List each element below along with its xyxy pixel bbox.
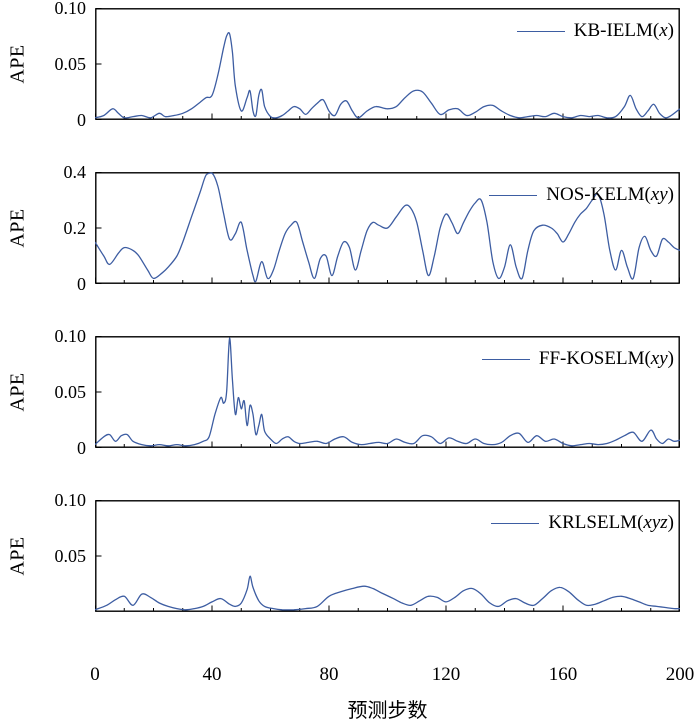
legend-label: KRLSELM(xyz) bbox=[548, 512, 674, 534]
legend-label: KB-IELM(x) bbox=[574, 20, 674, 42]
x-tick-label: 0 bbox=[90, 664, 100, 685]
axis-box bbox=[95, 500, 680, 612]
legend-label: NOS-KELM(xy) bbox=[546, 184, 674, 206]
x-tick-labels: 0 40 80 120 160 200 bbox=[0, 664, 700, 688]
legend-line-sample bbox=[481, 358, 530, 360]
y-tick-label: 0.05 bbox=[54, 54, 87, 74]
axis-box bbox=[95, 172, 680, 284]
subplot-kb-ielm: APE 0 0.05 0.10 KB-IELM(x) bbox=[0, 0, 700, 130]
y-tick-labels: 0.05 0.10 bbox=[0, 490, 87, 612]
legend-label-part: ) bbox=[667, 20, 674, 41]
x-tick-label: 160 bbox=[548, 664, 578, 685]
subplot-krlselm: APE 0.05 0.10 KRLSELM(xyz) bbox=[0, 490, 700, 612]
x-tick-label: 40 bbox=[202, 664, 222, 685]
legend-label-part: ) bbox=[667, 184, 674, 205]
x-axis-title: 预测步数 bbox=[347, 700, 428, 722]
series-line bbox=[95, 32, 680, 119]
y-tick-labels: 0 0.2 0.4 bbox=[0, 162, 87, 294]
legend-label-part: xyz bbox=[643, 512, 668, 533]
legend-label-part: xy bbox=[650, 348, 668, 369]
x-tick-label: 200 bbox=[665, 664, 695, 685]
y-tick-label: 0.10 bbox=[54, 326, 87, 346]
legend-label-part: x bbox=[659, 20, 668, 41]
legend-line-sample bbox=[491, 522, 540, 524]
series-line bbox=[95, 575, 680, 611]
y-tick-label: 0.05 bbox=[54, 382, 87, 402]
y-tick-labels: 0 0.05 0.10 bbox=[0, 326, 87, 458]
y-tick-label: 0.2 bbox=[63, 218, 87, 238]
y-tick-label: 0.4 bbox=[63, 162, 87, 182]
legend: KRLSELM(xyz) bbox=[491, 512, 674, 534]
subplot-nos-kelm: APE 0 0.2 0.4 NOS-KELM(xy) bbox=[0, 162, 700, 294]
axis-box bbox=[95, 8, 680, 120]
legend-line-sample bbox=[489, 194, 538, 196]
legend-label-part: ) bbox=[667, 512, 674, 533]
legend-label-part: KB-IELM( bbox=[573, 20, 660, 41]
legend-label: FF-KOSELM(xy) bbox=[539, 348, 674, 370]
y-tick-label: 0.05 bbox=[54, 546, 87, 566]
series-line bbox=[95, 172, 680, 283]
y-tick-label: 0.10 bbox=[54, 490, 87, 510]
legend: KB-IELM(x) bbox=[516, 20, 674, 42]
legend: NOS-KELM(xy) bbox=[489, 184, 674, 206]
y-tick-label: 0.10 bbox=[54, 0, 87, 18]
y-tick-label: 0 bbox=[77, 438, 86, 458]
y-tick-label: 0 bbox=[77, 110, 86, 130]
legend-label-part: NOS-KELM( bbox=[546, 184, 651, 205]
legend-label-part: FF-KOSELM( bbox=[538, 348, 651, 369]
x-tick-label: 120 bbox=[431, 664, 461, 685]
plot-area bbox=[95, 500, 680, 612]
subplot-ff-koselm: APE 0 0.05 0.10 FF-KOSELM(xy) bbox=[0, 326, 700, 458]
legend-label-part: KRLSELM( bbox=[548, 512, 644, 533]
legend: FF-KOSELM(xy) bbox=[481, 348, 674, 370]
legend-label-part: xy bbox=[650, 184, 668, 205]
series-line bbox=[95, 337, 680, 447]
plot-area bbox=[95, 8, 680, 120]
y-tick-label: 0 bbox=[77, 274, 86, 294]
legend-label-part: ) bbox=[667, 348, 674, 369]
x-tick-label: 80 bbox=[319, 664, 339, 685]
plot-area bbox=[95, 336, 680, 448]
legend-line-sample bbox=[516, 30, 565, 32]
axis-box bbox=[95, 336, 680, 448]
y-tick-labels: 0 0.05 0.10 bbox=[0, 0, 87, 130]
plot-area bbox=[95, 172, 680, 284]
